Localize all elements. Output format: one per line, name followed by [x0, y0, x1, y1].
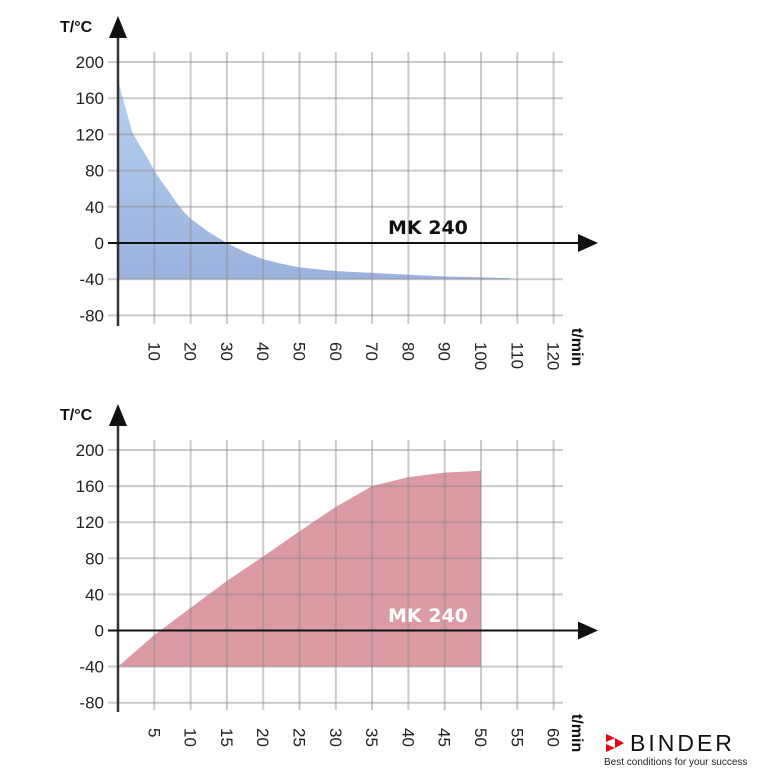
- brand-name: BINDER: [630, 730, 735, 756]
- y-tick-label: 0: [95, 622, 104, 641]
- x-axis-arrow-icon: [578, 234, 598, 252]
- x-tick-label: 120: [544, 342, 563, 370]
- x-tick-label: 70: [362, 342, 381, 361]
- y-axis-arrow-icon: [109, 404, 127, 426]
- y-tick-label: 120: [76, 513, 104, 532]
- y-tick-label: 0: [95, 234, 104, 253]
- brand-tagline: Best conditions for your success: [604, 757, 748, 768]
- x-tick-label: 40: [398, 728, 417, 747]
- y-tick-label: 160: [76, 477, 104, 496]
- area-series: [118, 470, 481, 667]
- x-tick-label: 100: [471, 342, 490, 370]
- x-tick-label: 90: [435, 342, 454, 361]
- x-axis-arrow-icon: [578, 621, 598, 640]
- chart-1: 200 160 120 80 40 0 -40 -80 10 20 30 40 50 60 70 80 90 10…: [60, 16, 598, 370]
- y-tick-label: -40: [79, 658, 104, 677]
- x-tick-label: 110: [507, 342, 526, 369]
- x-tick-label: 40: [253, 342, 272, 361]
- y-tick-label: 40: [85, 198, 104, 217]
- y-tick-label: 80: [85, 162, 104, 181]
- x-tick-label: 80: [398, 342, 417, 361]
- x-tick-label: 50: [471, 728, 490, 747]
- y-axis-title: T/°C: [60, 19, 93, 36]
- x-tick-label: 45: [435, 728, 454, 747]
- x-tick-label: 60: [544, 728, 563, 747]
- y-tick-label: 40: [85, 585, 104, 604]
- y-tick-label: 200: [76, 53, 104, 72]
- y-tick-label: 80: [85, 549, 104, 568]
- y-tick-label: 200: [76, 441, 104, 460]
- x-tick-label: 25: [290, 728, 309, 747]
- y-axis-title: T/°C: [60, 407, 93, 424]
- grid: [108, 52, 563, 324]
- grid: [108, 440, 563, 710]
- series-label: MK 240: [388, 217, 468, 239]
- x-tick-label: 35: [362, 728, 381, 747]
- binder-logo: BINDER Best conditions for your success: [604, 731, 774, 768]
- x-tick-label: 5: [144, 728, 163, 737]
- x-axis-title: t/min: [568, 714, 585, 752]
- x-tick-label: 20: [181, 342, 200, 361]
- x-tick-label: 60: [326, 342, 345, 361]
- y-tick-label: 120: [76, 125, 104, 144]
- series-label: MK 240: [388, 605, 468, 627]
- x-tick-label: 15: [217, 728, 236, 747]
- x-tick-label: 10: [144, 342, 163, 361]
- y-axis-arrow-icon: [109, 16, 127, 38]
- area-series: [118, 80, 510, 280]
- x-tick-label: 20: [253, 728, 272, 747]
- binder-logo-icon: [606, 734, 624, 752]
- y-tick-label: -80: [79, 694, 104, 713]
- x-tick-label: 30: [326, 728, 345, 747]
- y-tick-label: -40: [79, 270, 104, 289]
- x-tick-label: 30: [217, 342, 236, 361]
- x-axis-title: t/min: [568, 328, 585, 366]
- y-tick-label: -80: [79, 306, 104, 325]
- x-tick-label: 10: [181, 728, 200, 747]
- x-tick-label: 50: [290, 342, 309, 361]
- y-tick-label: 160: [76, 89, 104, 108]
- x-tick-label: 55: [507, 728, 526, 747]
- chart-2: 200 160 120 80 40 0 -40 -80 5 10 15 20 25 30 35 40 45 50 5…: [60, 404, 598, 752]
